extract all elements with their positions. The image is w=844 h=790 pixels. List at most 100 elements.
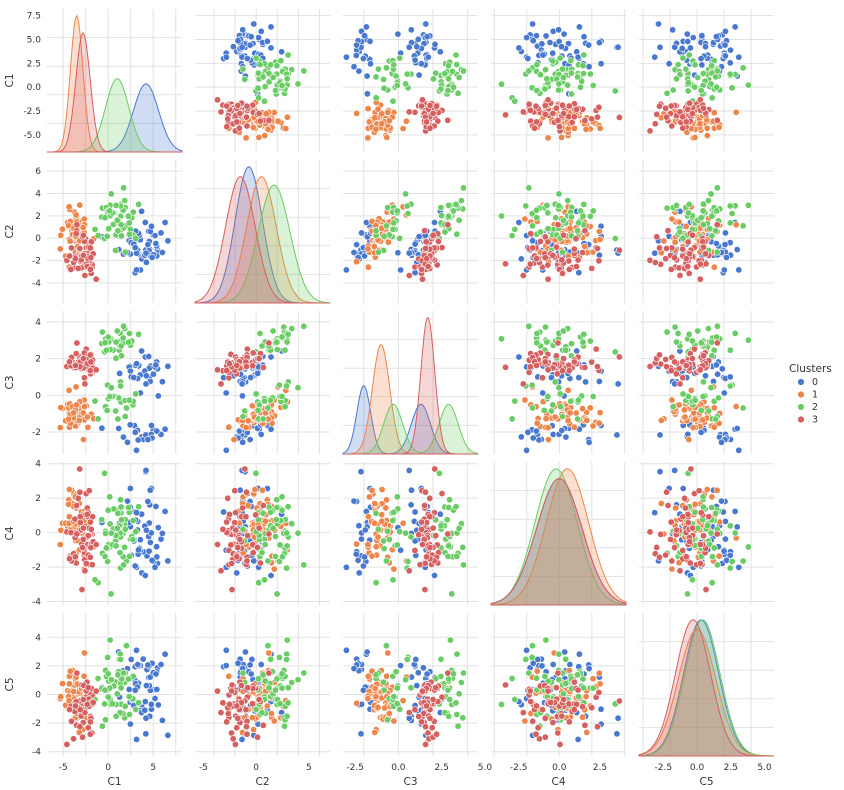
point-cluster-2 [259, 73, 267, 81]
point-cluster-2 [277, 57, 285, 65]
panel-C3-vs-C4 [491, 311, 626, 454]
point-cluster-2 [684, 209, 692, 217]
point-cluster-2 [574, 415, 582, 423]
y-axis-title-C2: C2 [4, 224, 16, 238]
point-cluster-2 [457, 678, 465, 686]
point-cluster-0 [352, 550, 360, 558]
point-cluster-2 [283, 529, 291, 537]
point-cluster-3 [73, 669, 81, 677]
point-cluster-0 [575, 650, 583, 658]
point-cluster-3 [434, 117, 442, 125]
point-cluster-2 [574, 396, 582, 404]
point-cluster-0 [721, 241, 729, 249]
point-cluster-0 [157, 535, 165, 543]
point-cluster-3 [423, 255, 431, 263]
point-cluster-1 [378, 110, 386, 118]
point-cluster-2 [117, 503, 125, 511]
point-cluster-2 [691, 396, 699, 404]
point-cluster-3 [699, 532, 707, 540]
point-cluster-3 [67, 529, 75, 537]
point-cluster-3 [565, 367, 573, 375]
point-cluster-2 [118, 352, 126, 360]
point-cluster-3 [554, 669, 562, 677]
point-cluster-2 [117, 655, 125, 663]
point-cluster-2 [294, 529, 302, 537]
point-cluster-3 [418, 275, 426, 283]
point-cluster-1 [65, 386, 73, 394]
point-cluster-2 [284, 51, 292, 59]
point-cluster-0 [144, 661, 152, 669]
point-cluster-2 [744, 336, 752, 344]
point-cluster-2 [685, 200, 693, 208]
panel-C3-vs-C5 [639, 311, 774, 454]
tick-label-x: 2.5 [593, 763, 607, 773]
point-cluster-0 [247, 374, 255, 382]
point-cluster-0 [397, 662, 405, 670]
point-cluster-0 [405, 249, 413, 257]
point-cluster-2 [120, 322, 128, 330]
point-cluster-0 [701, 372, 709, 380]
point-cluster-0 [124, 497, 132, 505]
point-cluster-3 [676, 380, 684, 388]
point-cluster-0 [141, 219, 149, 227]
point-cluster-3 [254, 543, 262, 551]
point-cluster-1 [399, 697, 407, 705]
point-cluster-2 [455, 74, 463, 82]
point-cluster-2 [744, 81, 752, 89]
point-cluster-2 [278, 333, 286, 341]
point-cluster-3 [71, 361, 79, 369]
panel-C4-vs-C2 [195, 462, 330, 605]
point-cluster-2 [267, 61, 275, 69]
point-cluster-0 [267, 353, 275, 361]
point-cluster-0 [597, 705, 605, 713]
point-cluster-3 [74, 494, 82, 502]
point-cluster-2 [676, 228, 684, 236]
point-cluster-0 [558, 426, 566, 434]
point-cluster-2 [739, 557, 747, 565]
point-cluster-1 [374, 533, 382, 541]
point-cluster-3 [552, 684, 560, 692]
point-cluster-0 [684, 37, 692, 45]
point-cluster-3 [71, 702, 79, 710]
point-cluster-0 [656, 431, 664, 439]
point-cluster-2 [252, 469, 260, 477]
point-cluster-2 [104, 693, 112, 701]
point-cluster-3 [255, 109, 263, 117]
point-cluster-2 [685, 330, 693, 338]
point-cluster-2 [241, 75, 249, 83]
point-cluster-0 [152, 502, 160, 510]
point-cluster-3 [86, 730, 94, 738]
point-cluster-2 [552, 214, 560, 222]
point-cluster-3 [86, 367, 94, 375]
point-cluster-2 [101, 552, 109, 560]
point-cluster-1 [353, 699, 361, 707]
point-cluster-0 [555, 26, 563, 34]
point-cluster-3 [89, 698, 97, 706]
point-cluster-0 [651, 509, 659, 517]
point-cluster-0 [147, 700, 155, 708]
point-cluster-0 [222, 446, 230, 454]
point-cluster-2 [112, 712, 120, 720]
point-cluster-1 [58, 680, 66, 688]
point-cluster-3 [529, 244, 537, 252]
point-cluster-2 [459, 67, 467, 75]
point-cluster-3 [81, 380, 89, 388]
point-cluster-0 [726, 373, 734, 381]
point-cluster-2 [663, 328, 671, 336]
point-cluster-2 [459, 714, 467, 722]
point-cluster-1 [691, 500, 699, 508]
point-cluster-2 [104, 653, 112, 661]
tick-label-x: 0 [253, 763, 259, 773]
point-cluster-3 [223, 518, 231, 526]
point-cluster-3 [255, 695, 263, 703]
point-cluster-2 [380, 84, 388, 92]
point-cluster-3 [66, 555, 74, 563]
panel-C4-vs-C3 [342, 462, 478, 605]
point-cluster-1 [657, 499, 665, 507]
point-cluster-2 [384, 527, 392, 535]
point-cluster-2 [269, 524, 277, 532]
point-cluster-0 [614, 380, 622, 388]
point-cluster-0 [146, 538, 154, 546]
point-cluster-2 [448, 67, 456, 75]
point-cluster-0 [241, 648, 249, 656]
